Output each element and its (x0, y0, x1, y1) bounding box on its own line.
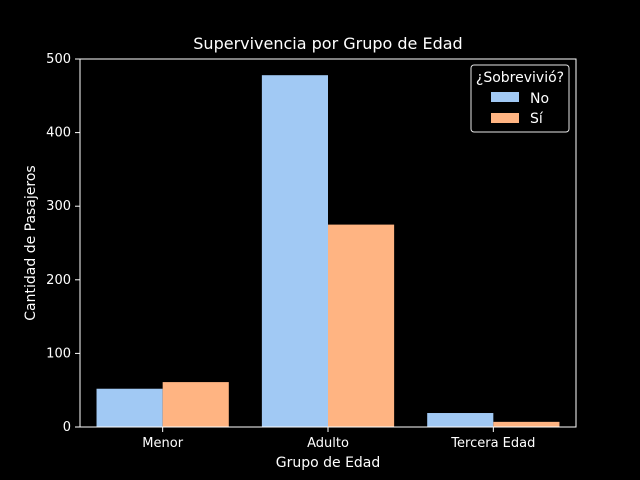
y-axis: 0 100 200 300 400 500 (46, 52, 80, 435)
y-tick-label: 100 (46, 346, 71, 361)
bar-no-tercera-edad (427, 413, 494, 427)
y-tick-label: 300 (46, 199, 71, 214)
y-tick-label: 200 (46, 273, 71, 288)
legend-label-si: Sí (530, 111, 544, 127)
bar-si-menor (162, 382, 229, 427)
x-axis-label: Grupo de Edad (276, 455, 381, 471)
chart-title: Supervivencia por Grupo de Edad (193, 34, 462, 53)
bar-no-menor (96, 388, 163, 427)
bar-si-tercera-edad (493, 421, 560, 427)
legend: ¿Sobrevivió? No Sí (470, 64, 570, 133)
x-tick-label: Adulto (307, 436, 349, 451)
y-tick-label: 500 (46, 52, 71, 67)
y-tick-label: 400 (46, 126, 71, 141)
bar-si-adulto (328, 224, 395, 427)
legend-label-no: No (530, 91, 549, 107)
y-tick-label: 0 (63, 420, 71, 435)
bar-no-adulto (261, 75, 328, 427)
x-tick-label: Tercera Edad (450, 436, 535, 451)
legend-title: ¿Sobrevivió? (476, 70, 564, 86)
legend-swatch-no (491, 92, 519, 102)
x-tick-label: Menor (142, 436, 183, 451)
y-axis-label: Cantidad de Pasajeros (23, 165, 39, 320)
x-axis: Menor Adulto Tercera Edad (142, 427, 535, 451)
legend-swatch-si (491, 113, 519, 123)
bars-group (96, 75, 560, 427)
